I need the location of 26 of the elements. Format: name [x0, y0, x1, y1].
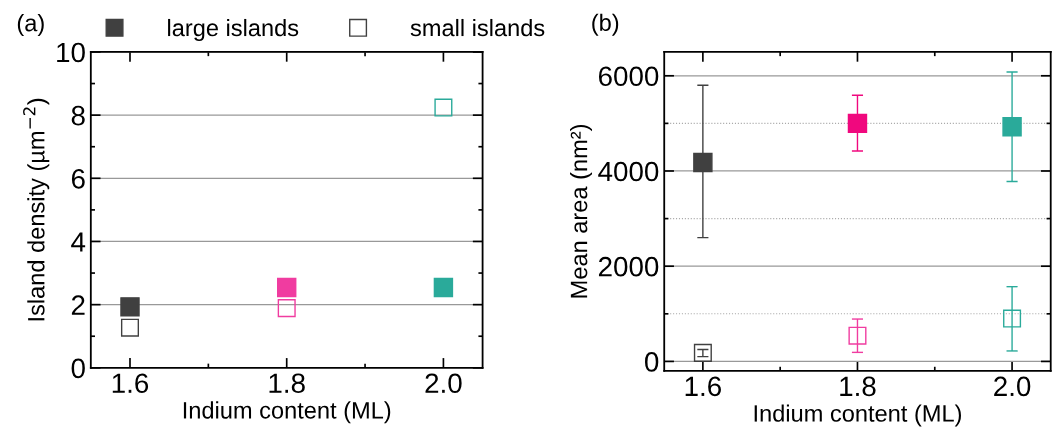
x-axis-title: Indium content (ML) — [183, 401, 391, 424]
y-tick-label: 6000 — [598, 66, 659, 87]
point — [848, 326, 867, 345]
y-tick-label: 2 — [71, 295, 85, 315]
text: (b) — [592, 13, 619, 36]
x-tick-label: 2.0 — [425, 373, 462, 394]
y-tick-label: 6 — [71, 168, 85, 189]
x-tick-label: 1.6 — [112, 373, 149, 394]
y-axis-title: Mean area (nm²) — [570, 125, 593, 298]
y-tick-label: 0 — [71, 358, 85, 379]
x-axis-title: Indium content (ML) — [754, 404, 961, 427]
y-tick-label: 4 — [71, 232, 86, 252]
y-tick-label: 10 — [57, 42, 85, 63]
point — [847, 113, 868, 134]
y-tick-label: 8 — [71, 105, 85, 126]
x-tick-label: 2.0 — [994, 376, 1031, 397]
y-tick-label: 0 — [645, 352, 659, 372]
x-tick-label: 1.6 — [685, 376, 721, 397]
y-tick-label: 2000 — [598, 256, 659, 277]
legend-label: small islands — [410, 18, 545, 37]
legend-label: large islands — [168, 18, 299, 41]
y-tick-label: 4000 — [598, 161, 659, 182]
x-tick-label: 1.8 — [840, 376, 876, 397]
y-axis-title: Island density (µm$^{−2}$) — [23, 98, 50, 321]
text: (a) — [17, 14, 44, 37]
x-tick-label: 1.8 — [269, 373, 305, 394]
